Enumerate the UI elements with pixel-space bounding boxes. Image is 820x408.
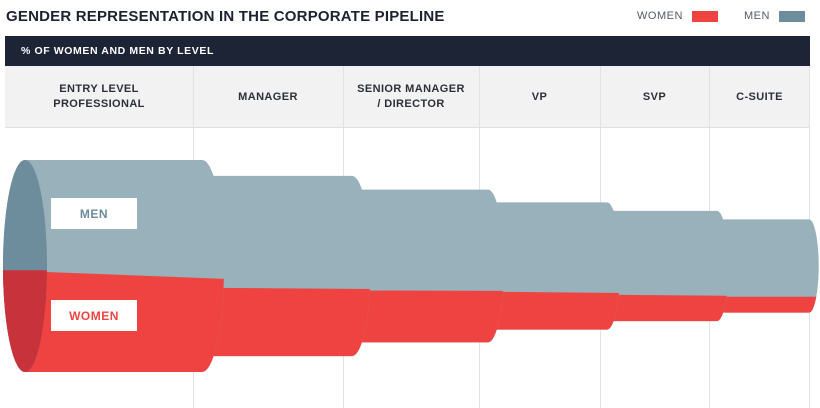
legend-women-swatch <box>691 10 718 22</box>
level-header-manager: MANAGER <box>238 90 298 103</box>
women-share-mark <box>336 290 504 343</box>
legend-men-label: MEN <box>744 10 770 22</box>
segment-end-cap <box>3 160 47 372</box>
women-inline-label: WOMEN <box>51 300 137 331</box>
level-header-csuite: C-SUITE <box>736 90 783 103</box>
women-share-mark <box>474 291 621 330</box>
women-end-cap <box>3 270 47 372</box>
level-header-vp: VP <box>531 90 548 103</box>
level-header-entry: ENTRY LEVEL PROFESSIONAL <box>53 83 145 110</box>
level-header-row: ENTRY LEVEL PROFESSIONAL MANAGER SENIOR … <box>5 66 810 128</box>
legend-women-label: WOMEN <box>637 10 683 22</box>
legend-women: WOMEN <box>637 10 718 22</box>
legend-men-swatch <box>778 10 805 22</box>
women-share-mark <box>707 296 819 313</box>
chart-title: GENDER REPRESENTATION IN THE CORPORATE P… <box>6 8 445 25</box>
legend-men: MEN <box>744 10 805 22</box>
women-share-mark <box>183 287 371 357</box>
level-header-senior-manager: SENIOR MANAGER / DIRECTOR <box>357 83 465 110</box>
women-share-mark <box>595 294 729 322</box>
men-inline-label: MEN <box>51 198 137 229</box>
level-header-svp: SVP <box>642 90 667 103</box>
chart-subtitle-bar: % OF WOMEN AND MEN BY LEVEL <box>5 36 810 66</box>
